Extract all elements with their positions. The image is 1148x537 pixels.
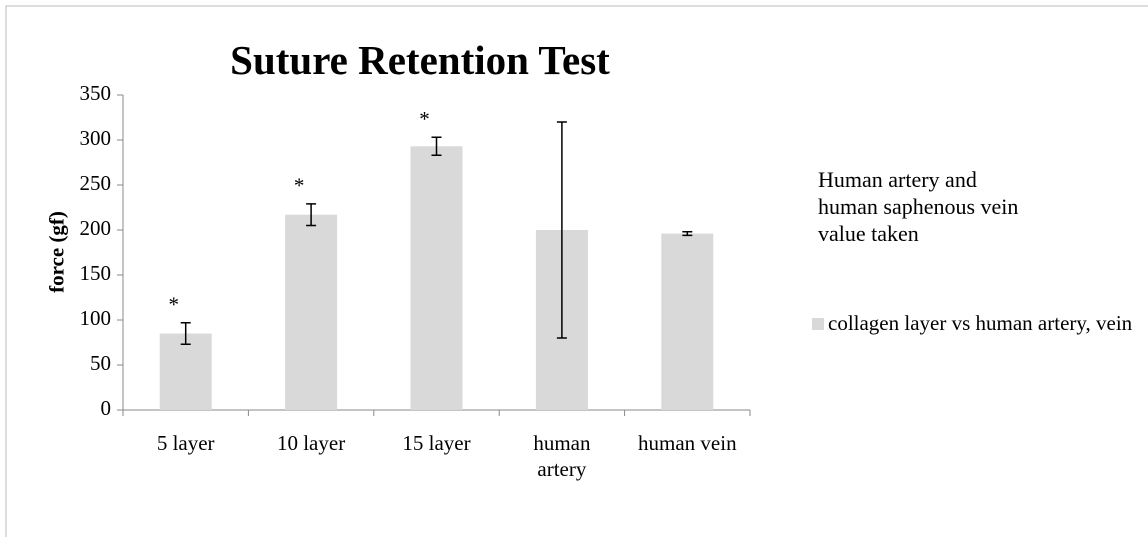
y-tick-label: 250 — [80, 171, 112, 195]
x-tick-label: 5 layer — [156, 431, 215, 455]
legend-label: collagen layer vs human artery, vein — [828, 311, 1133, 335]
y-tick-label: 300 — [80, 126, 112, 150]
bar — [661, 233, 714, 410]
x-tick-label: human vein — [638, 431, 737, 455]
frame — [5, 5, 1148, 537]
annotation: Human artery and human saphenous vein va… — [818, 167, 1019, 246]
significance-marker: * — [168, 293, 179, 317]
chart-title: Suture Retention Test — [230, 37, 610, 83]
error-bar — [556, 121, 567, 339]
legend-swatch — [812, 318, 824, 330]
y-tick-label: 350 — [80, 81, 112, 105]
y-tick-label: 0 — [101, 396, 112, 420]
y-tick-label: 50 — [90, 351, 111, 375]
x-tick-label: 10 layer — [276, 431, 346, 455]
error-bar — [431, 136, 442, 157]
y-tick-label: 200 — [80, 216, 112, 240]
x-tick-label: 15 layer — [402, 431, 471, 455]
error-bar — [682, 231, 693, 237]
y-tick-label: 100 — [80, 306, 112, 330]
error-bar — [306, 203, 317, 227]
significance-marker: * — [419, 107, 430, 131]
y-axis-label: force (gf) — [44, 211, 69, 293]
error-bar — [180, 321, 191, 346]
x-tick-label: human artery — [533, 431, 591, 481]
bar — [285, 214, 338, 410]
significance-marker: * — [294, 174, 305, 198]
y-tick-label: 150 — [80, 261, 112, 285]
bar — [410, 146, 463, 411]
bar — [159, 333, 212, 410]
